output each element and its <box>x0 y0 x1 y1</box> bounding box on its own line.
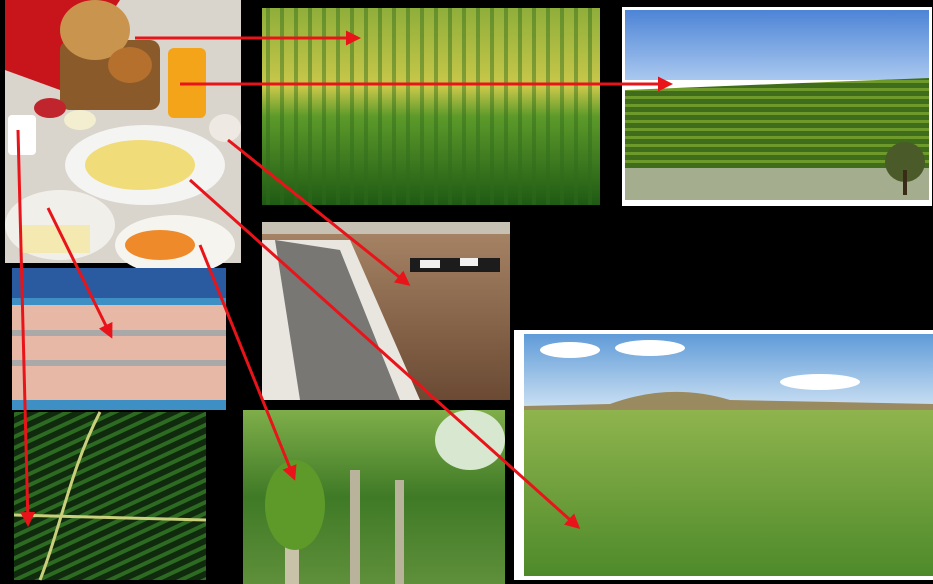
papaya-trees-photo <box>243 410 505 584</box>
arrows <box>16 30 673 529</box>
corn-field-photo <box>262 8 600 205</box>
breakfast-photo <box>5 0 241 275</box>
arrow <box>16 129 36 527</box>
arrow <box>198 244 297 481</box>
wheat-field-photo <box>514 330 933 580</box>
cattle-feedlot-photo <box>262 222 510 400</box>
arrow <box>227 138 411 286</box>
plantation-rows-photo <box>13 411 207 581</box>
orchard-photo <box>622 7 932 206</box>
pig-farm-photo <box>12 268 226 410</box>
arrow <box>46 207 113 339</box>
arrow <box>189 178 581 529</box>
